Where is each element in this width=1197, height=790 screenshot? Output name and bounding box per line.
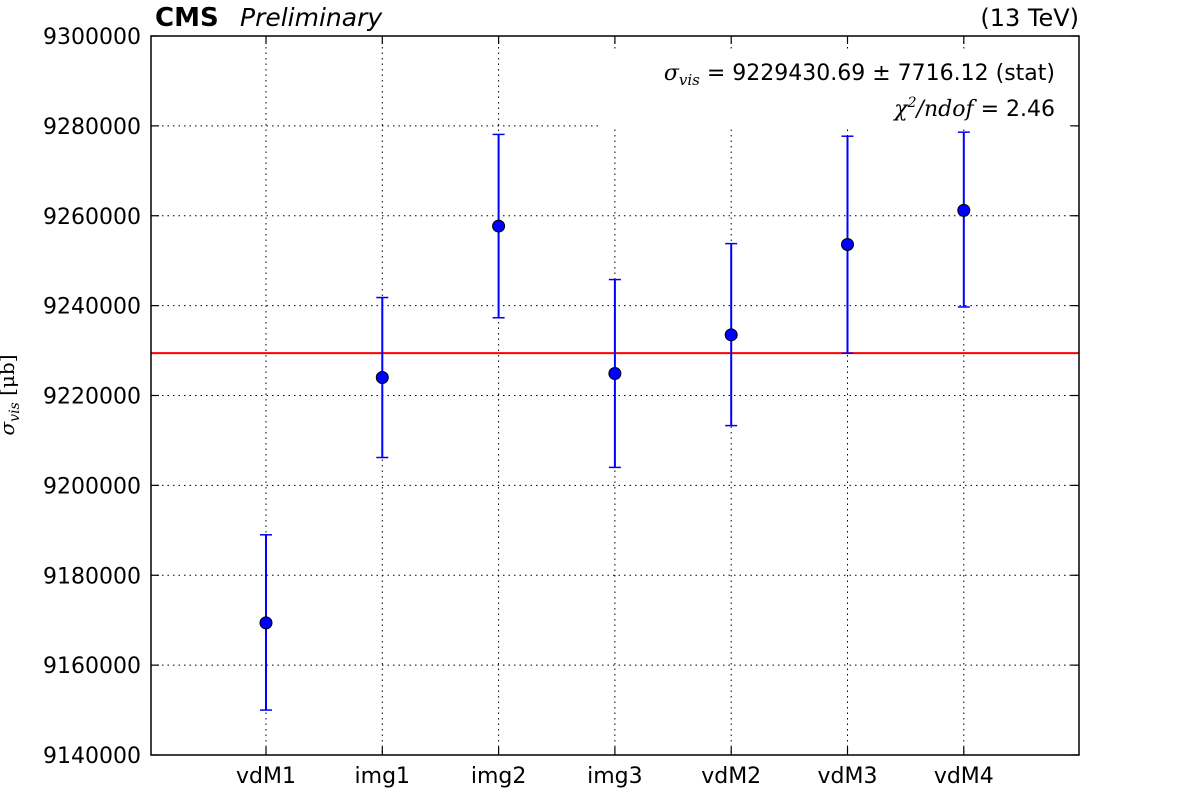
x-tick-label: img3 (587, 764, 643, 789)
y-tick-label: 9140000 (43, 744, 141, 769)
data-point (841, 238, 854, 252)
sigma-value: = 9229430.69 ± 7716.12 (stat) (700, 61, 1055, 86)
data-point (492, 219, 506, 233)
data-point (957, 203, 971, 217)
chi2-value: = 2.46 (974, 97, 1055, 122)
chi2-ndof: /ndof (915, 97, 978, 122)
grid-lines (151, 36, 1079, 755)
data-point (259, 616, 273, 630)
chi2-superscript: 2 (907, 95, 917, 111)
data-point (608, 366, 622, 380)
y-tick-label: 9200000 (43, 474, 141, 499)
data-points (259, 131, 971, 711)
energy-label: (13 TeV) (980, 4, 1079, 32)
status-label: Preliminary (240, 3, 383, 32)
y-tick-label: 9300000 (43, 25, 141, 50)
x-tick-label: img1 (355, 764, 411, 789)
y-tick-label: 9220000 (43, 385, 141, 410)
x-tick-label: vdM2 (701, 764, 761, 789)
x-tick-label: img2 (471, 764, 527, 789)
data-point (724, 328, 738, 342)
data-point (375, 371, 389, 385)
x-tick-label: vdM3 (818, 764, 878, 789)
sigma-symbol: σ (664, 61, 680, 86)
chi2-symbol: χ (892, 97, 909, 122)
x-tick-label: vdM1 (236, 764, 296, 789)
axis-ticks: 9140000 9160000 9180000 9200000 9220000 92400… (43, 25, 1079, 789)
y-axis-label: σvis [μb] (0, 355, 23, 436)
y-tick-label: 9160000 (43, 654, 141, 679)
chi2-annotation: χ2/ndof = 2.46 (892, 95, 1055, 122)
experiment-label: CMS (155, 3, 219, 33)
y-tick-label: 9180000 (43, 564, 141, 589)
sigma-annotation: σvis = 9229430.69 ± 7716.12 (stat) (664, 61, 1055, 89)
x-tick-label: vdM4 (934, 764, 994, 789)
annotation-background (600, 52, 1070, 128)
sigma-subscript: vis (679, 71, 700, 89)
y-tick-label: 9280000 (43, 115, 141, 140)
y-tick-label: 9260000 (43, 205, 141, 230)
y-tick-label: 9240000 (43, 295, 141, 320)
